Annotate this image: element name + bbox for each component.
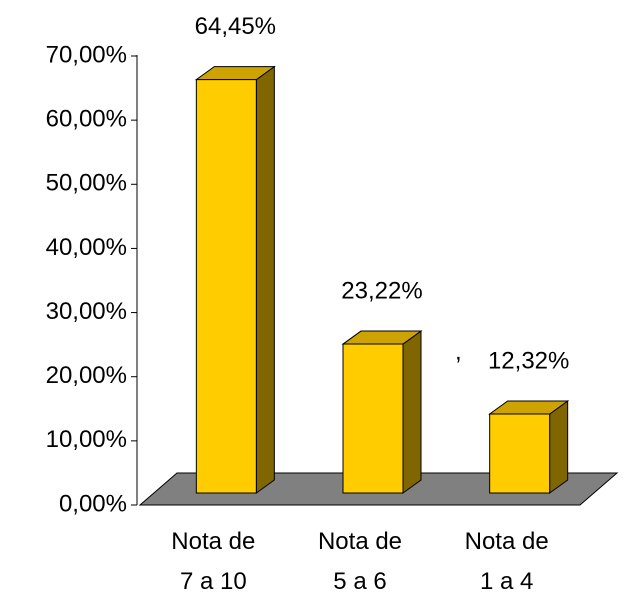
bar [341, 330, 423, 494]
y-tick-label: 50,00% [46, 170, 127, 197]
value-label: 12,32% [488, 347, 569, 374]
bar-front [342, 343, 404, 494]
y-tick-label: 60,00% [46, 105, 127, 132]
bar-front [195, 79, 257, 494]
y-tick-label: 70,00% [46, 41, 127, 68]
bar-side [402, 330, 422, 494]
value-label: 64,45% [195, 13, 276, 40]
x-tick-label: Nota de 5 a 6 [317, 528, 403, 595]
y-tick-label: 20,00% [46, 362, 127, 389]
bar [488, 399, 570, 494]
value-label: 23,22% [341, 277, 422, 304]
bar [194, 65, 276, 494]
y-tick-label: 40,00% [46, 234, 127, 261]
y-tick-label: 10,00% [46, 426, 127, 453]
bar-side [549, 399, 569, 494]
bar-side [255, 65, 275, 494]
y-tick-label: 0,00% [59, 490, 127, 517]
x-tick-label: Nota de 7 a 10 [171, 528, 256, 595]
bar-front [489, 413, 551, 494]
y-tick-label: 30,00% [46, 298, 127, 325]
x-tick-label: Nota de 1 a 4 [464, 528, 549, 595]
annotation: , [455, 338, 462, 365]
